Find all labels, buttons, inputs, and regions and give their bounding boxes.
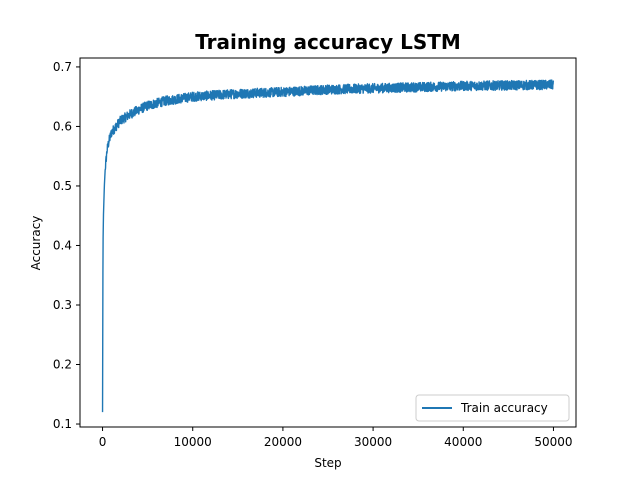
y-tick-label: 0.6 bbox=[53, 119, 72, 133]
y-axis-ticks: 0.1 0.2 0.3 0.4 0.5 0.6 0.7 bbox=[53, 60, 80, 431]
x-tick-label: 40000 bbox=[444, 435, 482, 449]
legend: Train accuracy bbox=[415, 394, 570, 422]
y-tick-label: 0.7 bbox=[53, 60, 72, 74]
plot-area bbox=[79, 57, 577, 428]
y-axis-label: Accuracy bbox=[29, 216, 43, 271]
y-tick-label: 0.2 bbox=[53, 358, 72, 372]
x-axis-label: Step bbox=[314, 456, 341, 470]
y-tick-label: 0.4 bbox=[53, 238, 72, 252]
legend-label: Train accuracy bbox=[460, 401, 548, 415]
x-axis-ticks: 0 10000 20000 30000 40000 50000 bbox=[99, 427, 573, 449]
x-tick-label: 0 bbox=[99, 435, 107, 449]
chart-title: Training accuracy LSTM bbox=[195, 30, 461, 54]
x-tick-label: 30000 bbox=[354, 435, 392, 449]
legend-box bbox=[415, 394, 570, 422]
x-tick-label: 20000 bbox=[264, 435, 302, 449]
x-tick-label: 50000 bbox=[534, 435, 572, 449]
y-tick-label: 0.1 bbox=[53, 417, 72, 431]
y-tick-label: 0.5 bbox=[53, 179, 72, 193]
y-tick-label: 0.3 bbox=[53, 298, 72, 312]
series-line-0 bbox=[101, 79, 555, 413]
x-tick-label: 10000 bbox=[174, 435, 212, 449]
axes-frame bbox=[79, 57, 577, 428]
